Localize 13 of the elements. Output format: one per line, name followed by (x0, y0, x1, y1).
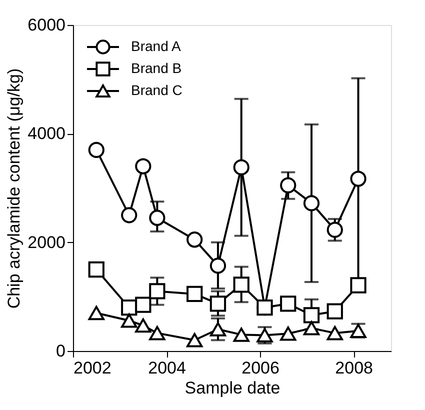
y-axis-title: Chip acrylamide content (μg/kg) (4, 68, 24, 309)
legend-label: Brand B (131, 60, 182, 76)
y-tick-label: 6000 (28, 16, 66, 34)
legend-label: Brand C (131, 82, 182, 98)
x-tick-label: 2006 (242, 358, 280, 378)
y-tick-label: 4000 (28, 124, 66, 144)
x-tick-label: 2002 (74, 358, 112, 378)
x-axis-title: Sample date (184, 378, 280, 398)
y-tick-label: 0 (56, 342, 66, 360)
x-tick-label: 2004 (148, 358, 186, 378)
y-tick-label: 2000 (28, 232, 66, 252)
x-tick-label: 2008 (335, 358, 373, 378)
legend-label: Brand A (131, 38, 182, 54)
